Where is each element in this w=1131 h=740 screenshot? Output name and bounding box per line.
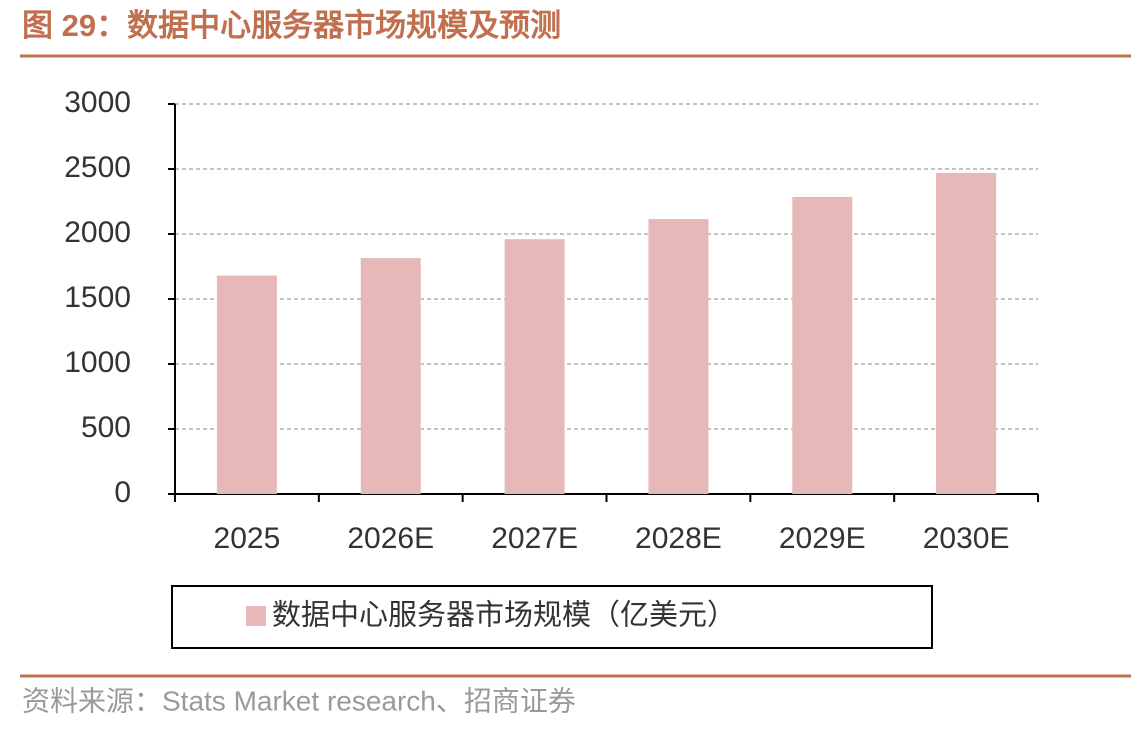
x-tick-label: 2029E xyxy=(779,522,866,555)
y-tick-label: 500 xyxy=(81,411,131,444)
bar xyxy=(360,258,421,494)
x-tick-label: 2026E xyxy=(347,522,434,555)
chart-title: 图 29：数据中心服务器市场规模及预测 xyxy=(22,8,561,43)
x-tick-label: 2028E xyxy=(635,522,722,555)
y-tick-label: 3000 xyxy=(64,86,131,119)
bar xyxy=(936,172,997,494)
y-tick-label: 1000 xyxy=(64,346,131,379)
y-tick-label: 2000 xyxy=(64,216,131,249)
source: 资料来源：Stats Market research、招商证券 xyxy=(22,685,576,716)
bar xyxy=(792,196,853,494)
bar xyxy=(504,239,565,494)
y-tick-label: 2500 xyxy=(64,151,131,184)
x-tick-label: 2025 xyxy=(214,522,281,555)
legend-label: 数据中心服务器市场规模（亿美元） xyxy=(272,599,736,632)
x-tick-label: 2030E xyxy=(923,522,1010,555)
x-tick-label: 2027E xyxy=(491,522,578,555)
legend-box xyxy=(171,585,933,649)
bar xyxy=(216,275,277,494)
y-tick-label: 1500 xyxy=(64,281,131,314)
bar xyxy=(648,219,709,495)
y-tick-label: 0 xyxy=(114,476,131,509)
legend-swatch xyxy=(246,606,266,626)
